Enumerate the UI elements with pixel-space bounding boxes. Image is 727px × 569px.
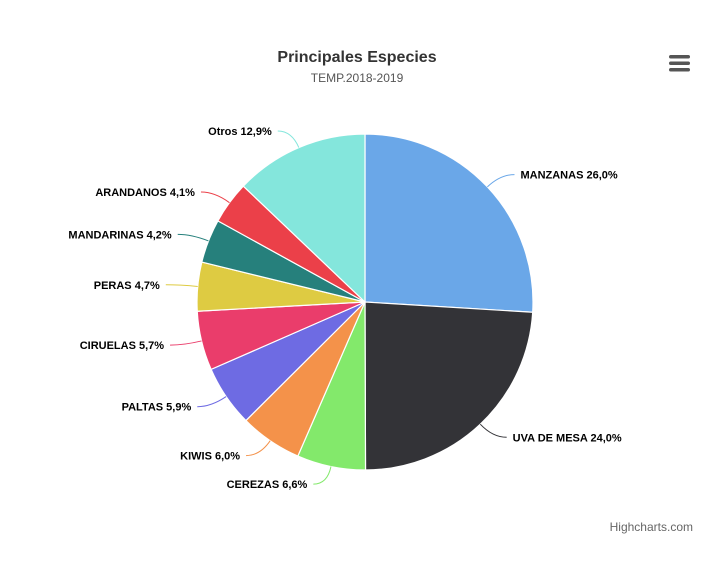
pie-slice-uva-de-mesa[interactable]	[364, 301, 534, 471]
hamburger-menu-icon[interactable]	[669, 55, 690, 72]
slice-label-mandarinas: MANDARINAS 4,2%	[68, 229, 172, 241]
chart-title: Principales Especies	[277, 49, 436, 66]
connector-peras	[165, 284, 198, 287]
slice-label-paltas: PALTAS 5,9%	[122, 402, 192, 414]
slice-label-ciruelas: CIRUELAS 5,7%	[80, 340, 165, 352]
connector-arandanos	[200, 191, 230, 204]
label-connectors	[165, 130, 515, 485]
slice-label-kiwis: KIWIS 6,0%	[180, 451, 240, 463]
slice-label-otros: Otros 12,9%	[208, 126, 272, 138]
connector-uva-de-mesa	[479, 423, 507, 438]
connector-paltas	[197, 396, 227, 408]
connector-mandarinas	[177, 233, 209, 242]
pie-slices	[196, 133, 534, 471]
slice-label-cerezas: CEREZAS 6,6%	[227, 479, 308, 491]
connector-manzanas	[487, 174, 515, 188]
highcharts-credits-link[interactable]: Highcharts.com	[610, 520, 693, 534]
connector-otros	[277, 130, 300, 148]
connector-kiwis	[246, 440, 271, 457]
slice-label-manzanas: MANZANAS 26,0%	[520, 170, 617, 182]
slice-label-peras: PERAS 4,7%	[94, 280, 160, 292]
chart-subtitle: TEMP.2018-2019	[311, 71, 404, 85]
pie-slice-manzanas[interactable]	[364, 133, 534, 313]
connector-ciruelas	[170, 340, 202, 346]
chart-menu-button[interactable]	[664, 50, 694, 76]
connector-cerezas	[313, 466, 332, 485]
pie-slice-otros[interactable]	[242, 133, 366, 303]
slice-labels: MANZANAS 26,0% UVA DE MESA 24,0% CEREZAS 6…	[68, 126, 621, 491]
slice-label-uva-de-mesa: UVA DE MESA 24,0%	[513, 432, 622, 444]
slice-label-arandanos: ARANDANOS 4,1%	[95, 187, 195, 199]
